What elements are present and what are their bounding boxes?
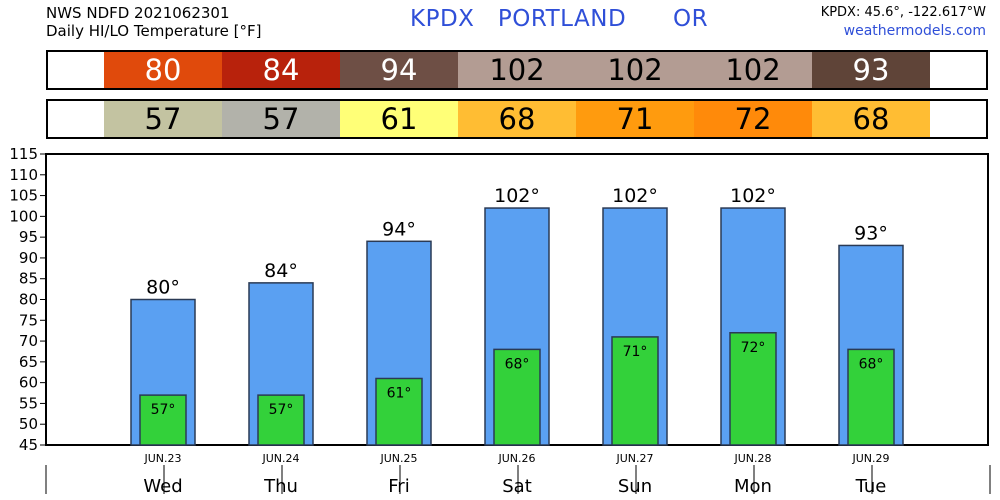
y-tick-label: 70	[19, 332, 38, 350]
y-tick-label: 105	[9, 187, 38, 205]
y-tick-label: 85	[19, 270, 38, 288]
lo-bar-label: 71°	[623, 344, 648, 360]
date-label: JUN.23	[143, 452, 181, 465]
y-tick-label: 50	[19, 415, 38, 433]
date-label: JUN.28	[733, 452, 771, 465]
lo-strip-cell: 57	[104, 101, 222, 137]
y-tick-label: 95	[19, 228, 38, 246]
day-label: Sun	[618, 476, 652, 497]
hi-bar-label: 102°	[612, 185, 658, 207]
lo-bar	[847, 348, 895, 446]
lo-bar	[493, 348, 541, 446]
lo-bar-label: 61°	[387, 385, 412, 401]
date-label: JUN.27	[615, 452, 653, 465]
date-label: JUN.29	[851, 452, 889, 465]
hi-strip-cell: 102	[576, 52, 694, 88]
y-tick-label: 115	[9, 145, 38, 163]
y-tick-label: 100	[9, 207, 38, 225]
hi-bar-label: 84°	[264, 260, 298, 282]
lo-bar	[139, 394, 187, 446]
day-label: Tue	[855, 476, 887, 497]
lo-temperature-strip: 57 57 61 68 71 72 68	[46, 99, 988, 139]
lo-bar-label: 57°	[269, 402, 294, 418]
day-label: Wed	[143, 476, 182, 497]
lo-bar-label: 68°	[859, 356, 884, 372]
station-coords: KPDX: 45.6°, -122.617°W	[820, 5, 986, 20]
hi-strip-cell: 94	[340, 52, 458, 88]
day-label: Fri	[388, 476, 409, 497]
y-tick-label: 80	[19, 291, 38, 309]
hi-bar-label: 102°	[494, 185, 540, 207]
run-id: NWS NDFD 2021062301	[46, 4, 230, 22]
hi-strip-cell: 93	[812, 52, 930, 88]
hi-bar-label: 80°	[146, 277, 180, 299]
chart-title: Daily HI/LO Temperature [°F]	[46, 22, 262, 40]
lo-strip-cell: 68	[812, 101, 930, 137]
hi-temperature-strip: 80 84 94 102 102 102 93	[46, 50, 988, 90]
lo-bar	[611, 336, 659, 446]
lo-strip-cell: 68	[458, 101, 576, 137]
lo-bar	[257, 394, 305, 446]
day-label: Thu	[263, 476, 298, 497]
y-tick-label: 110	[9, 166, 38, 184]
lo-strip-cell: 57	[222, 101, 340, 137]
y-tick-label: 55	[19, 394, 38, 412]
lo-strip-cell: 61	[340, 101, 458, 137]
header-info: NWS NDFD 2021062301 Daily HI/LO Temperat…	[46, 4, 262, 40]
lo-strip-cell: 72	[694, 101, 812, 137]
station-title: KPDX PORTLAND OR	[410, 6, 709, 32]
day-label: Mon	[734, 476, 772, 497]
hi-strip-cell: 84	[222, 52, 340, 88]
y-tick-label: 90	[19, 249, 38, 267]
date-label: JUN.24	[261, 452, 299, 465]
lo-bar-label: 57°	[151, 402, 176, 418]
hi-strip-cell: 80	[104, 52, 222, 88]
y-tick-label: 65	[19, 353, 38, 371]
lo-bar	[375, 377, 423, 446]
hi-strip-cell: 102	[694, 52, 812, 88]
lo-bar-label: 72°	[741, 340, 766, 356]
lo-bar-label: 68°	[505, 356, 530, 372]
hi-bar-label: 93°	[854, 222, 888, 244]
y-tick-label: 75	[19, 311, 38, 329]
hi-bar-label: 94°	[382, 218, 416, 240]
header-location: KPDX: 45.6°, -122.617°W weathermodels.co…	[821, 4, 986, 40]
day-label: Sat	[502, 476, 532, 497]
date-label: JUN.25	[379, 452, 417, 465]
lo-strip-cell: 71	[576, 101, 694, 137]
date-label: JUN.26	[497, 452, 535, 465]
hi-bar-label: 102°	[730, 185, 776, 207]
lo-bar	[729, 332, 777, 446]
y-tick-label: 45	[19, 436, 38, 454]
y-tick-label: 60	[19, 374, 38, 392]
hi-strip-cell: 102	[458, 52, 576, 88]
site-link[interactable]: weathermodels.com	[843, 23, 986, 39]
